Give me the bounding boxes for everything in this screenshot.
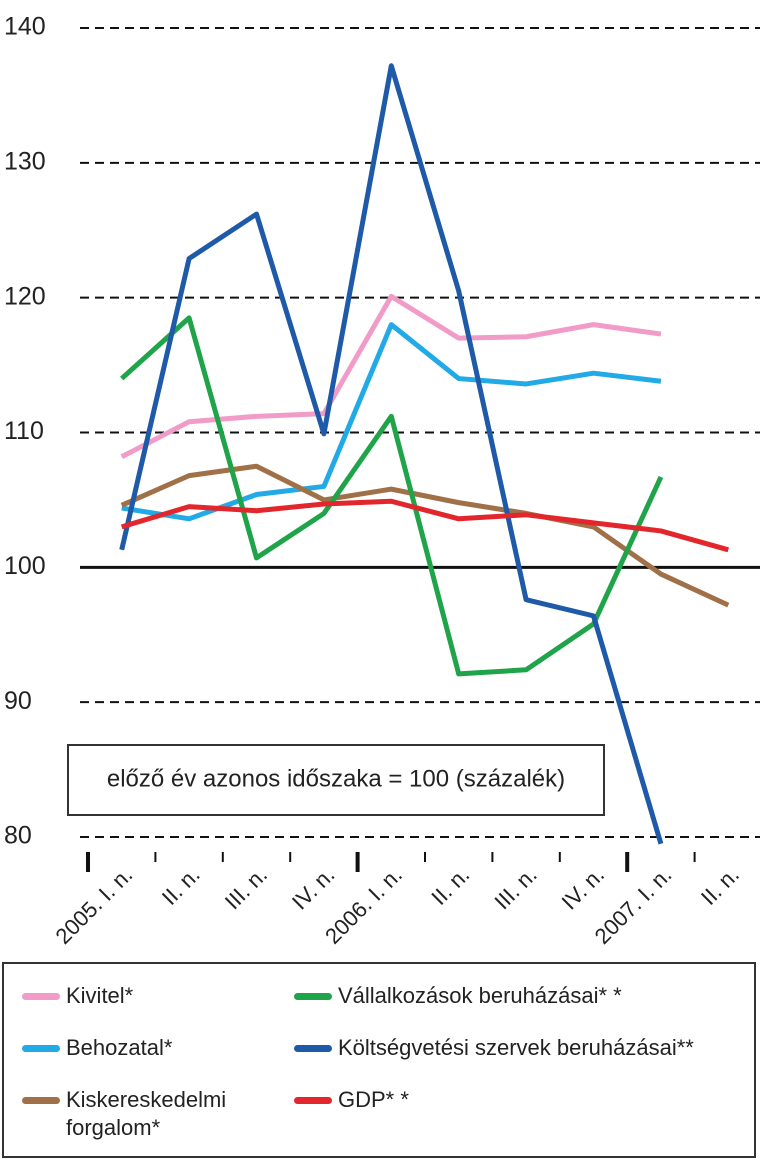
legend-item: GDP* * [294,1086,409,1114]
x-tick-label: II. n. [696,862,744,910]
lines [119,63,730,845]
legend-item: Kivitel* [22,982,266,1010]
x-tick-label: II. n. [157,862,205,910]
legend-swatch [294,1097,332,1104]
legend-item: Kiskereskedelmi forgalom* [22,1086,266,1142]
legend: Kivitel* Behozatal* Kiskereskedelmi forgal… [2,962,756,1158]
series-line [120,498,729,553]
series-line [119,63,664,845]
legend-label: Behozatal* [66,1035,173,1060]
y-tick-label: 140 [4,13,46,41]
y-tick-label: 90 [4,687,32,715]
legend-label: Költségvetési szervek beruházásai** [338,1035,694,1060]
x-tick-label: IV. n. [287,862,340,915]
legend-swatch [22,1045,60,1052]
legend-swatch [22,1097,60,1104]
x-tick-label: III. n. [489,862,541,914]
legend-swatch [294,1045,332,1052]
legend-swatch [22,993,60,1000]
x-tick-label: IV. n. [557,862,610,915]
legend-swatch [294,993,332,1000]
x-tick-label: III. n. [220,862,272,914]
chart: 80 90 100 110 120 130 140 2005. I. n. II. n. III.… [4,13,760,949]
legend-label: GDP* * [338,1087,409,1112]
y-tick-label: 110 [4,417,44,445]
y-tick-label: 100 [4,552,46,580]
annotation-box [67,744,605,816]
x-tick-label: II. n. [426,862,474,910]
y-tick-label: 120 [4,282,46,310]
x-tick-label: 2005. I. n. [50,862,137,949]
series-line [121,322,662,522]
series-line [120,315,664,677]
y-tick-label: 130 [4,147,46,175]
legend-item: Vállalkozások beruházásai* * [294,982,622,1010]
y-tick-label: 80 [4,822,32,850]
legend-label: Kivitel* [66,983,134,1008]
annotation: előző év azonos időszaka = 100 (százalék… [107,765,565,792]
legend-label: Kiskereskedelmi forgalom* [66,1087,227,1140]
legend-item: Költségvetési szervek beruházásai** [294,1034,694,1062]
legend-item: Behozatal* [22,1034,266,1062]
series-line [120,293,662,459]
legend-label: Vállalkozások beruházásai* * [338,983,622,1008]
